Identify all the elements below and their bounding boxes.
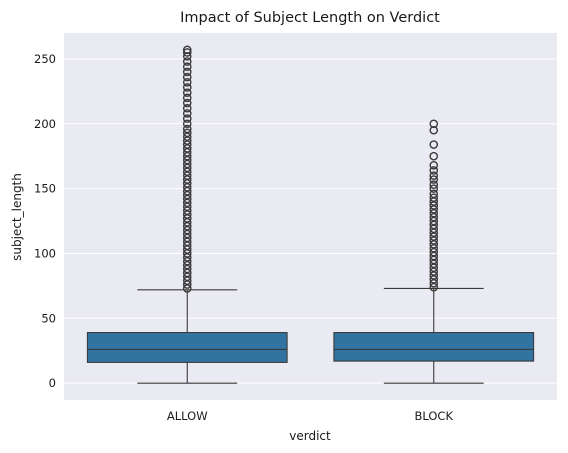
x-axis-label: verdict	[289, 429, 331, 443]
outlier-allow-46	[182, 98, 192, 108]
outlier-allow-41	[182, 124, 192, 134]
box-group	[86, 45, 535, 384]
x-tick-label-block: BLOCK	[414, 409, 453, 423]
outlier-allow-51	[182, 72, 192, 82]
outlier-block-32	[429, 140, 439, 149]
outlier-block-24	[429, 189, 439, 199]
outlier-block-34	[429, 119, 439, 129]
outlier-block-30	[429, 160, 439, 170]
outlier-block-27	[429, 175, 439, 184]
outlier-allow-50	[182, 77, 192, 87]
outlier-block-26	[429, 180, 439, 190]
outlier-allow-43	[182, 114, 192, 123]
outlier-allow-54	[182, 57, 192, 66]
outlier-allow-52	[182, 67, 192, 77]
y-tick-label-250: 250	[34, 52, 56, 66]
x-tick-label-allow: ALLOW	[167, 409, 208, 423]
y-tick-label-0: 0	[49, 376, 56, 390]
outlier-block-33	[429, 125, 439, 135]
y-tick-label-200: 200	[34, 117, 56, 131]
iqr-box-allow	[86, 332, 288, 363]
box-block	[333, 119, 535, 384]
outlier-allow-42	[182, 119, 192, 129]
outlier-allow-40	[182, 128, 192, 138]
outlier-allow-44	[182, 109, 192, 118]
outlier-allow-49	[182, 83, 192, 92]
outlier-block-29	[429, 166, 439, 175]
outlier-allow-53	[182, 62, 192, 72]
iqr-box-block	[333, 332, 535, 362]
outlier-allow-57	[182, 45, 192, 55]
y-tick-label-50: 50	[41, 311, 56, 325]
outlier-block-23	[429, 193, 439, 202]
y-axis-label: subject_length	[10, 173, 24, 261]
outlier-block-28	[429, 171, 439, 180]
outlier-allow-55	[182, 52, 192, 61]
chart-title: Impact of Subject Length on Verdict	[180, 10, 440, 26]
y-tick-label-150: 150	[34, 182, 56, 196]
outlier-block-25	[429, 184, 439, 193]
y-tick-label-100: 100	[34, 246, 56, 260]
outlier-allow-48	[182, 88, 192, 97]
outlier-allow-56	[182, 48, 192, 57]
x-axis-ticks: ALLOW BLOCK	[167, 409, 454, 423]
outlier-block-31	[429, 151, 439, 161]
outlier-allow-47	[182, 93, 192, 103]
y-axis-ticks: 0 50 100 150 200 250	[34, 52, 56, 390]
outlier-allow-45	[182, 103, 192, 113]
box-allow	[86, 45, 288, 384]
